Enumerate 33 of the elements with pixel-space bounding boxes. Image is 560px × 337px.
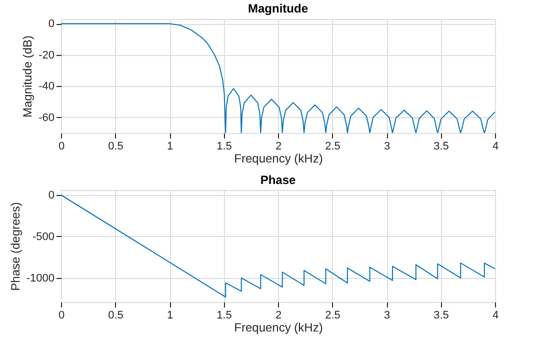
y-tick-label: -40 [38, 80, 54, 93]
line-series [61, 23, 495, 133]
x-tick-label: 2 [275, 140, 282, 152]
chart-title: Magnitude [248, 2, 308, 16]
x-tick-label: 0 [58, 310, 65, 322]
y-tick-label: -60 [38, 112, 54, 124]
x-axis-title: Frequency (kHz) [234, 152, 323, 166]
y-tick-label: -500 [32, 230, 54, 243]
x-tick-label: 4 [492, 310, 499, 322]
x-tick-label: 1.5 [216, 310, 232, 322]
y-tick-label: 0 [48, 189, 54, 202]
x-tick-label: 0.5 [108, 310, 124, 322]
x-tick-label: 0.5 [108, 140, 124, 152]
x-tick-label: 1.5 [216, 140, 232, 152]
x-axis-title: Frequency (kHz) [234, 320, 323, 334]
x-tick-label: 3 [384, 310, 390, 322]
y-axis-title: Magnitude (dB) [20, 35, 35, 118]
x-tick-label: 3.5 [434, 310, 449, 322]
x-tick-label: 0 [58, 140, 65, 152]
x-tick-label: 3 [384, 140, 390, 152]
y-tick-label: 0 [48, 18, 54, 30]
y-tick-label: -1000 [26, 272, 54, 284]
x-tick-label: 1 [166, 140, 174, 152]
x-tick-label: 1 [166, 310, 174, 322]
y-tick-label: -20 [38, 49, 54, 62]
x-tick-label: 2.5 [325, 140, 340, 152]
chart-title: Phase [260, 172, 296, 187]
line-series [61, 194, 495, 298]
x-tick-label: 3.5 [434, 140, 449, 152]
x-tick-label: 2.5 [325, 310, 340, 322]
x-tick-label: 2 [275, 310, 282, 322]
y-axis-title: Phase (degrees) [8, 202, 22, 291]
x-tick-label: 4 [492, 140, 499, 152]
